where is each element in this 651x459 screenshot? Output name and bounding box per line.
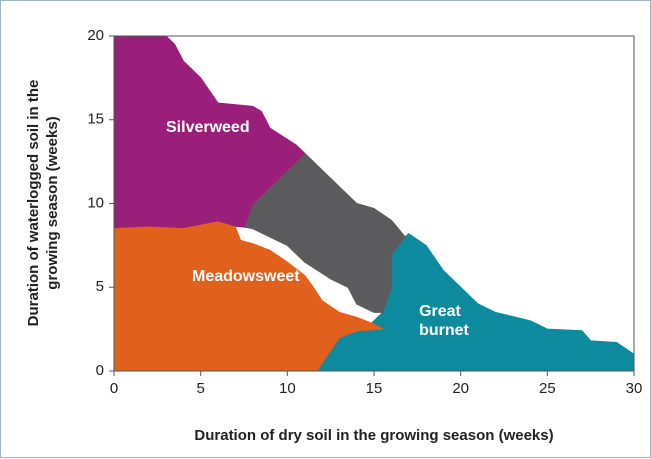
y-tick-label: 20 xyxy=(87,27,104,44)
region-label: Silverweed xyxy=(166,119,250,137)
y-tick-label: 5 xyxy=(96,278,104,295)
region xyxy=(316,233,635,372)
region-label: Great burnet xyxy=(419,303,469,340)
region xyxy=(113,221,384,372)
y-axis-title: Duration of waterlogged soil in the grow… xyxy=(25,79,61,327)
x-tick-label: 15 xyxy=(366,380,383,397)
x-tick-label: 30 xyxy=(626,380,643,397)
x-tick-label: 5 xyxy=(196,380,204,397)
x-tick-label: 10 xyxy=(279,380,296,397)
x-tick-label: 20 xyxy=(452,380,469,397)
y-tick-label: 10 xyxy=(87,194,104,211)
y-tick-label: 0 xyxy=(96,362,104,379)
x-tick-label: 25 xyxy=(539,380,556,397)
x-tick-label: 0 xyxy=(110,380,118,397)
x-axis-title: Duration of dry soil in the growing seas… xyxy=(194,427,554,444)
y-tick-label: 15 xyxy=(87,111,104,128)
region-label: Meadowsweet xyxy=(192,268,300,286)
